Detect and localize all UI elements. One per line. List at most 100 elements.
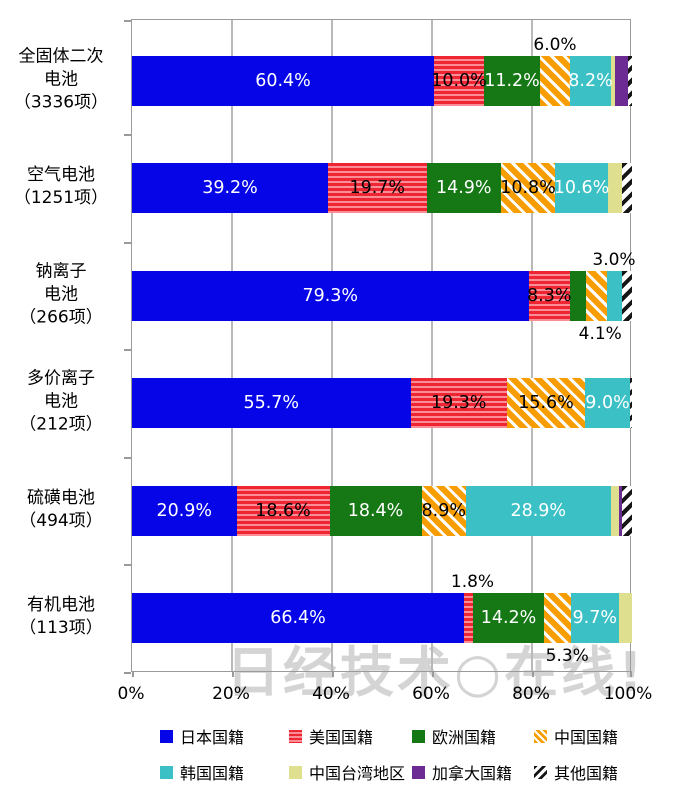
bar-row: 39.2% 19.7% 14.9% 10.8% 10.6%: [132, 163, 632, 214]
jp-swatch-icon: [160, 729, 173, 743]
category-label-line: （266项）: [19, 307, 103, 328]
y-axis-tick: [124, 672, 131, 674]
bar-segment: [621, 163, 632, 214]
bar-segment: [464, 593, 473, 643]
y-axis-tick: [124, 242, 131, 244]
plot-area: 60.4% 10.0% 11.2% 8.2% 6.0% 39.2% 19.7% 14.9% 10…: [124, 19, 636, 677]
category-label: 多价离子 电池 （212项）: [2, 368, 120, 437]
bar-row: 66.4% 14.2% 9.7%: [132, 593, 632, 643]
bar-segment: 14.2%: [473, 593, 544, 643]
x-axis-tick: [332, 671, 334, 677]
legend-item-other: 其他国籍: [534, 760, 618, 784]
bar-segment: [606, 270, 622, 321]
x-axis-label: 20%: [212, 684, 250, 704]
segment-value-label: 18.6%: [255, 500, 311, 521]
segment-value-label: 18.4%: [347, 500, 404, 521]
y-axis-tick: [124, 564, 131, 566]
segment-value-label: 11.2%: [484, 71, 540, 91]
x-axis-tick: [232, 671, 234, 677]
bar-segment: 14.9%: [426, 163, 501, 214]
legend-label: 韩国国籍: [180, 764, 245, 783]
segment-value-label: 1.8%: [450, 572, 495, 592]
segment-value-label: 14.9%: [435, 178, 492, 199]
cn-swatch-icon: [534, 729, 547, 743]
segment-value-label: 8.3%: [527, 285, 572, 306]
category-label-line: （3336项）: [13, 92, 109, 113]
eu-swatch-icon: [412, 729, 425, 743]
bar-row: 55.7% 19.3% 15.6% 9.0%: [132, 378, 632, 429]
bar-segment: 20.9%: [132, 485, 237, 536]
category-label: 空气电池 （1251项）: [2, 164, 120, 210]
segment-value-label: 3.0%: [592, 249, 636, 270]
bar-segment: 15.6%: [507, 378, 585, 429]
category-label-line: 全固体二次: [18, 46, 104, 67]
category-label-line: 硫磺电池: [27, 487, 95, 508]
y-axis-tick: [124, 457, 131, 459]
bar-segment: [619, 485, 622, 536]
legend-label: 日本国籍: [180, 728, 245, 747]
bar-segment: 8.3%: [527, 270, 572, 321]
segment-value-label: 6.0%: [533, 35, 577, 55]
segment-value-label: 66.4%: [270, 608, 326, 628]
kr-swatch-icon: [160, 765, 173, 779]
bar-segment: 28.9%: [466, 485, 611, 536]
bar-segment: [622, 485, 632, 536]
bar-segment: 19.3%: [410, 378, 507, 429]
bar-segment: 9.0%: [585, 378, 630, 429]
legend-label: 美国国籍: [309, 728, 374, 747]
segment-value-label: 8.2%: [568, 71, 613, 91]
bar-segment: 60.4%: [132, 56, 434, 106]
bar-segment: [610, 485, 619, 536]
segment-value-label: 9.0%: [585, 393, 630, 414]
bar-segment: [570, 270, 586, 321]
ca-swatch-icon: [412, 765, 425, 779]
legend-label: 加拿大国籍: [432, 764, 513, 783]
legend-item-us: 美国国籍: [289, 724, 373, 748]
category-label-line: 电池: [44, 391, 78, 412]
x-axis-tick: [532, 671, 534, 677]
segment-value-label: 20.9%: [156, 500, 213, 521]
bar-segment: 10.6%: [554, 163, 609, 214]
bar-segment: [619, 593, 632, 643]
segment-value-label: 10.8%: [500, 178, 556, 199]
category-label-line: （212项）: [19, 414, 103, 435]
bar-segment: [586, 270, 607, 321]
segment-value-label: 79.3%: [302, 285, 359, 306]
bar-segment: 66.4%: [132, 593, 464, 643]
segment-value-label: 9.7%: [572, 608, 617, 628]
bar-segment: 18.4%: [329, 485, 422, 536]
segment-value-label: 19.7%: [349, 178, 406, 199]
bar-segment: [608, 163, 622, 214]
x-axis-label: 40%: [312, 684, 350, 704]
gridline-80: [531, 20, 533, 671]
x-axis-tick: [432, 671, 434, 677]
bar-segment: 79.3%: [132, 270, 529, 321]
segment-value-label: 28.9%: [510, 500, 567, 521]
segment-value-label: 39.2%: [202, 178, 258, 199]
bar-segment: 11.2%: [484, 56, 540, 106]
legend-item-kr: 韩国国籍: [160, 760, 244, 784]
bar-segment: 10.0%: [431, 56, 487, 106]
legend-label: 中国国籍: [554, 728, 619, 747]
gridline-20: [231, 20, 233, 671]
bar-segment: 18.6%: [236, 485, 330, 536]
x-axis-tick: [630, 671, 632, 677]
legend-label: 欧洲国籍: [432, 728, 497, 747]
category-label: 全固体二次 电池 （3336项）: [2, 46, 120, 115]
bar-segment: [627, 56, 632, 106]
gridline-60: [431, 20, 433, 671]
watermark: 日经技术○在线!: [226, 641, 646, 704]
y-axis-tick: [124, 349, 131, 351]
category-label-line: （113项）: [19, 618, 103, 638]
category-label-line: 有机电池: [27, 595, 95, 615]
bar-segment: [630, 378, 632, 429]
bar-segment: [544, 593, 571, 643]
x-axis-label: 0%: [117, 684, 145, 704]
bar-segment: 19.7%: [328, 163, 427, 214]
x-axis-label: 100%: [603, 684, 653, 704]
segment-value-label: 14.2%: [480, 608, 537, 628]
bar-segment: 55.7%: [132, 378, 411, 429]
bar-row: 79.3% 8.3%: [132, 270, 632, 321]
segment-value-label: 60.4%: [255, 71, 311, 91]
